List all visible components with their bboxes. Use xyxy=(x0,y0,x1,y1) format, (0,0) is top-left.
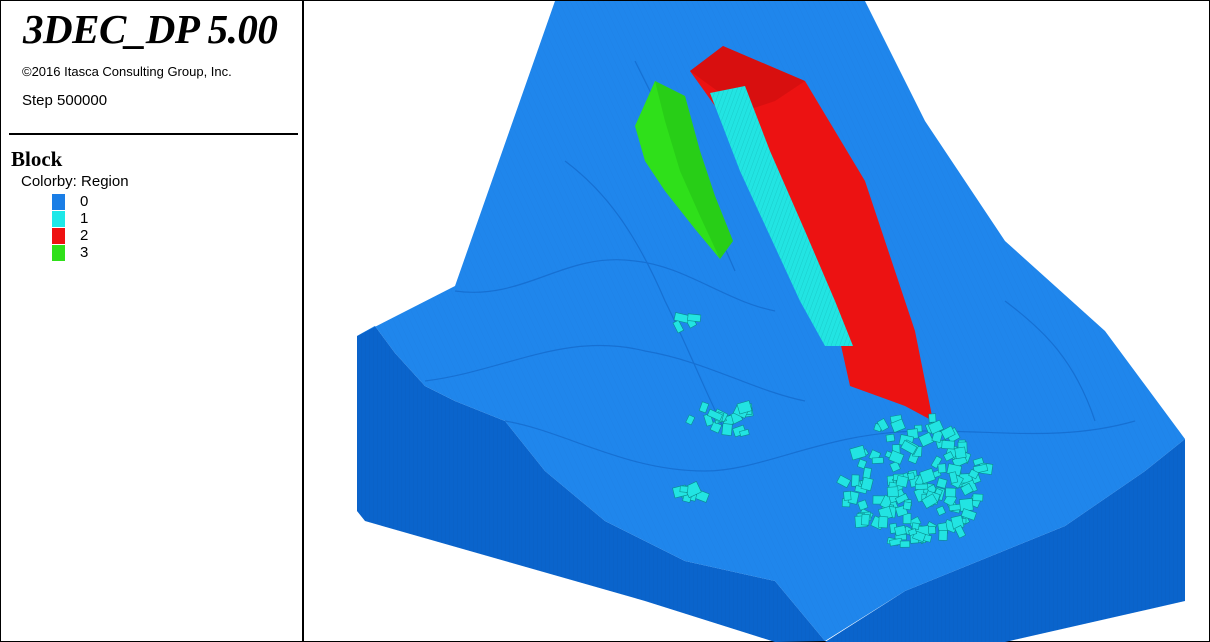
debris-block xyxy=(968,468,980,480)
debris-block xyxy=(960,482,974,496)
debris-block xyxy=(960,508,977,521)
debris-block xyxy=(940,425,956,440)
legend-swatch-0 xyxy=(52,194,65,210)
debris-block xyxy=(930,455,943,469)
debris-block xyxy=(889,460,901,473)
debris-block xyxy=(972,493,984,502)
debris-block xyxy=(721,423,733,436)
debris-block xyxy=(876,418,890,432)
debris-block xyxy=(849,444,867,461)
debris-block xyxy=(927,525,937,535)
debris-block xyxy=(857,458,868,470)
legend-label-3: 3 xyxy=(80,244,89,261)
debris-block xyxy=(885,433,896,443)
debris-block xyxy=(945,487,957,498)
copyright-text: ©2016 Itasca Consulting Group, Inc. xyxy=(22,64,232,79)
debris-block xyxy=(907,472,916,481)
side-wall-right-mesh xyxy=(825,439,1185,642)
debris-block xyxy=(954,446,967,460)
debris-block xyxy=(921,493,938,509)
region-3-slab xyxy=(635,81,733,259)
debris-block xyxy=(672,319,685,334)
debris-block xyxy=(857,499,869,511)
debris-block xyxy=(890,418,906,433)
colorby-label: Colorby: Region xyxy=(21,173,129,190)
debris-block xyxy=(687,313,702,323)
legend-divider xyxy=(9,133,298,135)
debris-block xyxy=(936,477,948,489)
debris-block xyxy=(871,457,884,464)
debris-block xyxy=(938,529,948,541)
debris-block xyxy=(915,483,929,490)
block-model-render xyxy=(357,1,1185,642)
debris-block xyxy=(895,475,909,488)
app-title: 3DEC_DP 5.00 xyxy=(23,6,278,52)
region-2-top-face xyxy=(690,46,805,111)
legend-section-title: Block xyxy=(11,147,63,171)
debris-block xyxy=(860,476,874,492)
debris-block xyxy=(685,414,696,426)
debris-block xyxy=(954,525,966,539)
debris-block xyxy=(972,463,989,474)
debris-block xyxy=(928,413,937,423)
side-wall-mesh xyxy=(357,326,825,642)
region-3-shade xyxy=(655,81,733,259)
debris-block xyxy=(894,493,909,505)
step-counter: Step 500000 xyxy=(22,92,108,109)
debris-blocks xyxy=(672,312,994,548)
debris-block xyxy=(878,515,889,529)
debris-block xyxy=(900,439,918,455)
legend-swatch-1 xyxy=(52,211,65,227)
debris-block xyxy=(679,485,689,493)
debris-block xyxy=(948,503,962,512)
debris-block xyxy=(736,400,753,415)
debris-block xyxy=(843,490,852,501)
region-1-mesh xyxy=(710,86,853,346)
debris-block xyxy=(918,431,934,448)
debris-block xyxy=(908,528,918,536)
debris-block xyxy=(851,474,860,487)
debris-block xyxy=(948,471,959,484)
debris-block xyxy=(886,486,899,498)
legend-swatch-2 xyxy=(52,228,65,244)
debris-block xyxy=(943,451,955,462)
debris-block xyxy=(902,501,912,511)
debris-block xyxy=(861,513,870,526)
debris-block xyxy=(935,505,946,516)
legend-label-0: 0 xyxy=(80,193,89,210)
debris-block xyxy=(739,429,750,437)
debris-block xyxy=(836,474,852,489)
debris-block xyxy=(709,421,723,434)
debris-block xyxy=(894,524,907,537)
debris-block xyxy=(706,408,723,422)
model-viewport[interactable] xyxy=(305,1,1210,642)
debris-block xyxy=(899,540,911,548)
debris-block xyxy=(937,463,947,474)
debris-block xyxy=(888,449,905,465)
debris-block xyxy=(972,457,984,467)
debris-block xyxy=(927,419,944,435)
legend-swatch-3 xyxy=(52,245,65,261)
legend-label-2: 2 xyxy=(80,227,89,244)
legend-panel: 3DEC_DP 5.00 ©2016 Itasca Consulting Gro… xyxy=(1,1,304,641)
debris-block xyxy=(941,440,955,450)
debris-block xyxy=(698,401,710,414)
legend-label-1: 1 xyxy=(80,210,89,227)
debris-block xyxy=(919,467,936,485)
debris-block xyxy=(911,522,920,530)
